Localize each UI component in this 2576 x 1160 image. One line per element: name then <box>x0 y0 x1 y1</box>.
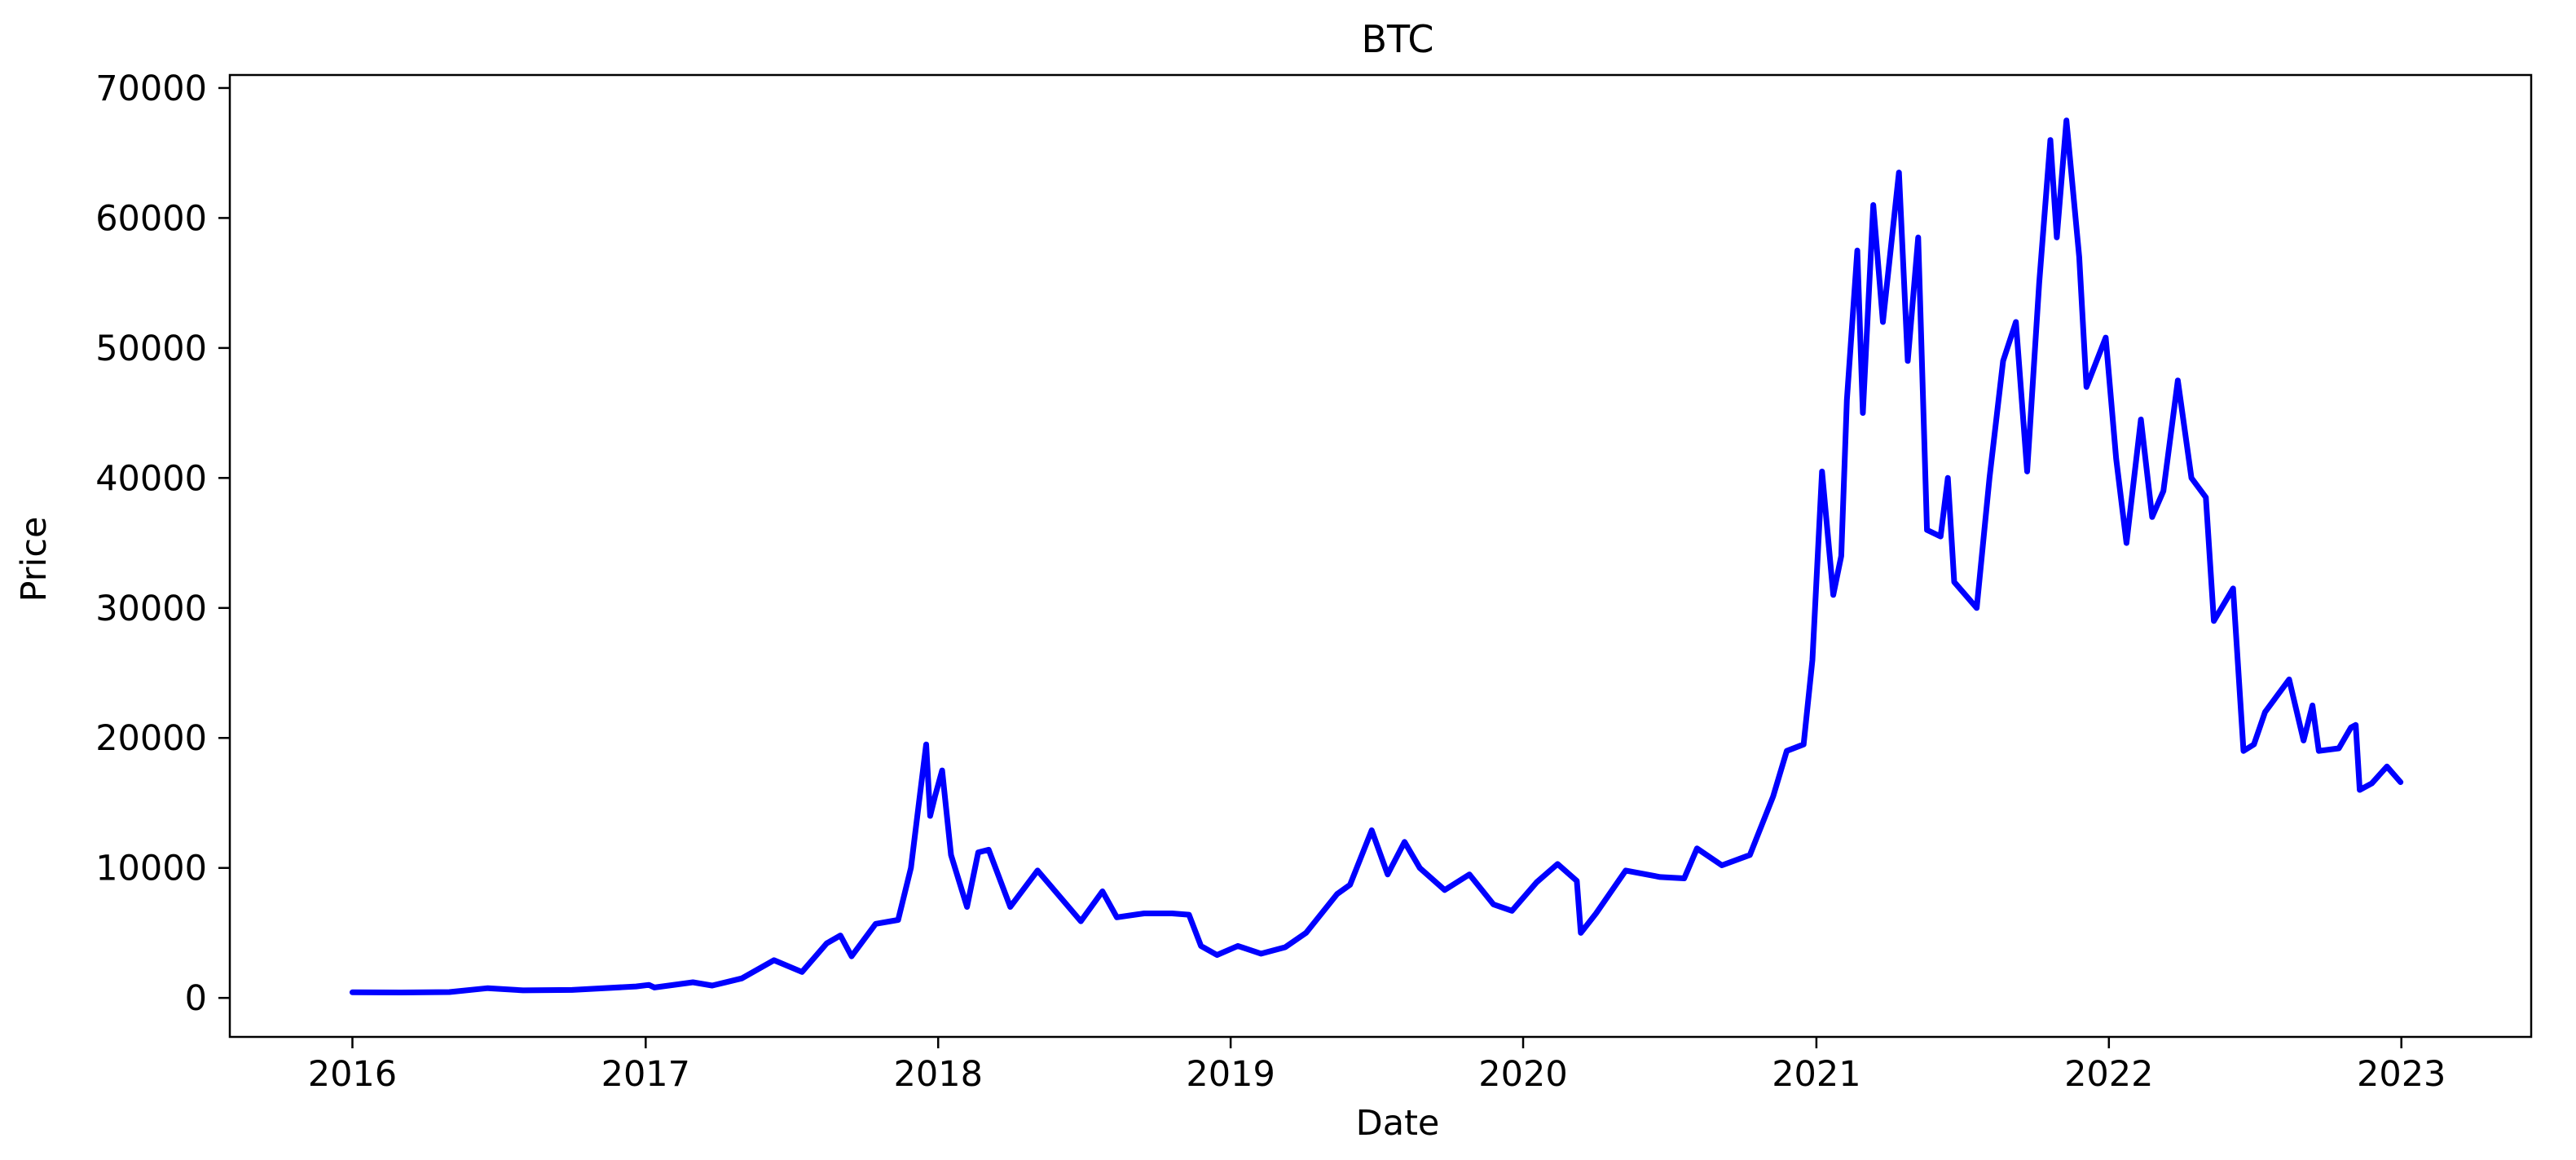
y-axis-label: Price <box>14 517 55 602</box>
x-tick-label: 2023 <box>2357 1054 2446 1095</box>
x-tick-label: 2020 <box>1478 1054 1567 1095</box>
y-tick-label: 40000 <box>95 458 207 499</box>
y-tick-label: 70000 <box>95 68 207 109</box>
x-tick-label: 2019 <box>1186 1054 1275 1095</box>
y-tick-label: 20000 <box>95 718 207 759</box>
chart-title: BTC <box>1361 17 1433 61</box>
x-axis: 2016 2017 2018 2019 2020 2021 2022 2023 <box>308 1037 2446 1095</box>
y-tick-label: 0 <box>185 978 207 1019</box>
y-tick-label: 10000 <box>95 849 207 889</box>
y-axis: 0 10000 20000 30000 40000 50000 60000 70000 <box>95 68 230 1019</box>
plot-area <box>228 73 2533 1039</box>
x-axis-label: Date <box>1356 1103 1440 1144</box>
x-tick-label: 2016 <box>308 1054 397 1095</box>
x-tick-label: 2017 <box>601 1054 690 1095</box>
x-tick-label: 2022 <box>2064 1054 2153 1095</box>
x-tick-label: 2021 <box>1772 1054 1860 1095</box>
x-tick-label: 2018 <box>894 1054 983 1095</box>
plot-frame <box>228 73 2533 1039</box>
series-line <box>349 117 2404 995</box>
y-tick-label: 60000 <box>95 198 207 239</box>
y-tick-label: 30000 <box>95 589 207 629</box>
y-tick-label: 50000 <box>95 329 207 369</box>
